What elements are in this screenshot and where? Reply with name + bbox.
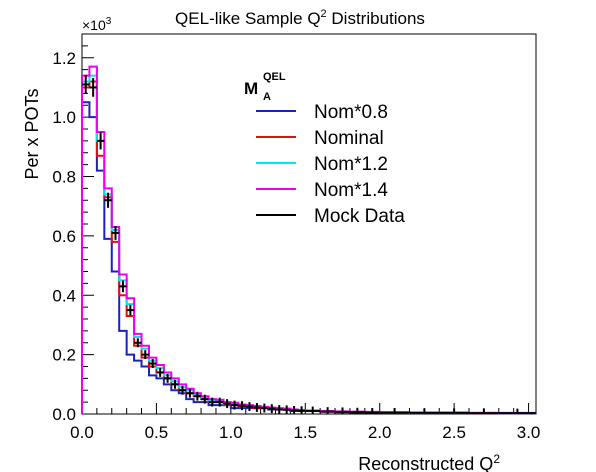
data-point bbox=[89, 78, 97, 97]
x-tick-label: 1.0 bbox=[219, 423, 243, 442]
series-line-nom-1-4 bbox=[81, 65, 536, 414]
data-point bbox=[119, 280, 127, 293]
data-point bbox=[260, 403, 269, 413]
y-tick-label: 1.2 bbox=[52, 49, 76, 68]
data-point bbox=[163, 373, 172, 383]
y-tick-label: 0.4 bbox=[52, 286, 76, 305]
data-point bbox=[268, 404, 276, 414]
data-point bbox=[245, 402, 254, 412]
data-point bbox=[134, 338, 142, 348]
y-tick-label: 0.8 bbox=[52, 168, 76, 187]
legend-title-sub: A bbox=[263, 91, 271, 103]
data-point bbox=[126, 304, 135, 316]
y-exponent-label: ×103 bbox=[82, 16, 112, 33]
data-point bbox=[178, 385, 187, 395]
data-point bbox=[379, 408, 410, 414]
data-point bbox=[111, 225, 120, 240]
histogram-series bbox=[81, 65, 536, 415]
data-point bbox=[409, 408, 440, 414]
data-point bbox=[320, 407, 336, 414]
legend: M QEL A Nom*0.8 Nominal Nom*1.2 Nom*1.4 Mock… bbox=[244, 71, 405, 227]
data-point bbox=[156, 367, 164, 377]
data-point bbox=[253, 403, 261, 412]
x-tick-label: 1.5 bbox=[293, 423, 317, 442]
y-axis-label: Per x POTs bbox=[22, 88, 42, 179]
data-point bbox=[335, 407, 350, 414]
data-point bbox=[282, 405, 291, 414]
y-tick-label: 0.0 bbox=[52, 405, 76, 424]
legend-entry: Mock Data bbox=[256, 206, 405, 227]
x-tick-label: 2.5 bbox=[442, 423, 466, 442]
legend-label: Nom*1.2 bbox=[314, 154, 388, 175]
y-tick-label: 0.2 bbox=[52, 346, 76, 365]
data-point bbox=[201, 394, 209, 404]
data-point bbox=[186, 388, 194, 398]
legend-title: M bbox=[244, 79, 258, 98]
x-tick-label: 3.0 bbox=[517, 423, 541, 442]
x-tick-label: 2.0 bbox=[368, 423, 392, 442]
data-point bbox=[297, 406, 306, 414]
x-axis-ticks: 0.0 0.5 1.0 1.5 2.0 2.5 3.0 bbox=[70, 403, 540, 442]
chart-title: QEL-like Sample Q2 Distributions bbox=[175, 8, 425, 28]
data-point bbox=[238, 401, 246, 411]
data-point bbox=[305, 406, 321, 414]
legend-entry: Nom*1.2 bbox=[256, 154, 388, 175]
y-axis-ticks: 0.0 0.2 0.4 0.6 0.8 1.0 1.2 bbox=[52, 33, 94, 424]
data-point bbox=[208, 397, 216, 407]
x-tick-label: 0.5 bbox=[145, 423, 169, 442]
legend-label: Nominal bbox=[314, 128, 384, 149]
data-point bbox=[223, 399, 231, 409]
x-tick-label: 0.0 bbox=[70, 423, 94, 442]
data-point bbox=[148, 359, 157, 368]
data-point bbox=[349, 407, 365, 414]
legend-entry: Nom*1.4 bbox=[256, 180, 388, 201]
legend-entry: Nom*0.8 bbox=[256, 102, 388, 123]
legend-label: Nom*1.4 bbox=[314, 180, 388, 201]
legend-entries: Nom*0.8 Nominal Nom*1.2 Nom*1.4 Mock Data bbox=[256, 102, 405, 227]
data-point bbox=[364, 408, 380, 414]
data-point bbox=[498, 408, 536, 415]
data-point bbox=[96, 132, 105, 150]
y-tick-label: 1.0 bbox=[52, 108, 76, 127]
y-tick-label: 0.6 bbox=[52, 227, 76, 246]
data-point bbox=[104, 192, 112, 208]
data-point bbox=[193, 391, 202, 401]
legend-label: Mock Data bbox=[314, 206, 405, 227]
data-point bbox=[290, 405, 298, 414]
x-axis-label: Reconstructed Q2 bbox=[358, 452, 500, 472]
data-point bbox=[171, 379, 179, 389]
data-point bbox=[82, 75, 90, 94]
data-point bbox=[275, 405, 283, 414]
legend-label: Nom*0.8 bbox=[314, 102, 388, 123]
legend-title-sup: QEL bbox=[263, 71, 286, 83]
legend-entry: Nominal bbox=[256, 128, 384, 149]
data-point bbox=[439, 408, 470, 414]
data-point bbox=[215, 397, 224, 407]
data-point bbox=[141, 350, 149, 360]
data-point bbox=[230, 400, 239, 410]
data-point bbox=[469, 408, 499, 415]
